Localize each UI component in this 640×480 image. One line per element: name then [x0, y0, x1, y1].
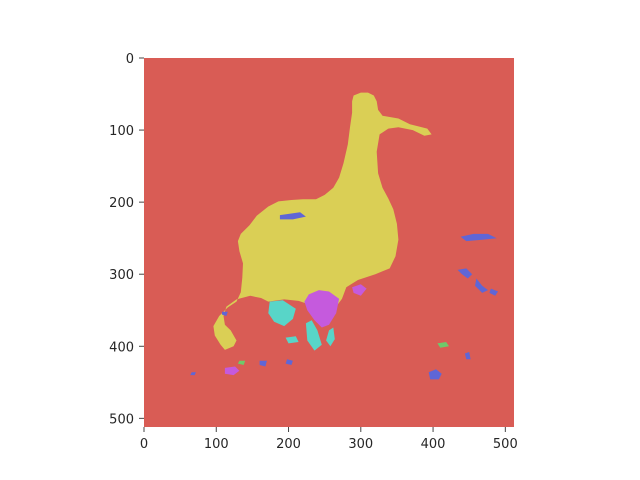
y-tick-label-0: 0 [126, 52, 134, 67]
bird-region [213, 92, 432, 350]
image-plot-area [144, 58, 514, 427]
x-tick-label-300: 300 [348, 437, 373, 452]
blue-region-2 [460, 233, 497, 242]
x-tick-label-400: 400 [421, 437, 446, 452]
y-tick-label-300: 300 [109, 268, 134, 283]
x-tick-label-100: 100 [204, 437, 229, 452]
cyan-region-4 [285, 336, 299, 344]
y-tick-label-100: 100 [109, 124, 134, 139]
x-tick-label-200: 200 [276, 437, 301, 452]
cyan-region-1 [268, 300, 296, 327]
y-axis: 0 100 200 300 400 500 [109, 52, 144, 427]
x-tick-label-500: 500 [493, 437, 518, 452]
blue-region-5 [489, 288, 499, 296]
y-tick-label-200: 200 [109, 196, 134, 211]
blue-region-9 [259, 360, 267, 367]
magenta-region-1 [304, 290, 340, 328]
blue-region-6 [428, 369, 442, 380]
blue-region-3 [457, 268, 473, 279]
blue-region-1 [279, 212, 306, 220]
blue-region-10 [190, 372, 196, 376]
blue-region-7 [464, 352, 471, 360]
y-tick-label-500: 500 [109, 412, 134, 427]
y-tick-label-400: 400 [109, 340, 134, 355]
x-tick-label-0: 0 [140, 437, 148, 452]
x-axis: 0 100 200 300 400 500 [140, 427, 518, 452]
magenta-region-3 [224, 366, 240, 376]
green-region-1 [437, 342, 449, 348]
blue-region-4 [475, 278, 488, 293]
blue-region-11 [222, 311, 228, 316]
blue-region-8 [285, 359, 293, 365]
cyan-region-3 [326, 327, 335, 347]
cyan-region-2 [305, 320, 322, 351]
green-region-2 [237, 360, 246, 365]
magenta-region-2 [352, 284, 367, 296]
